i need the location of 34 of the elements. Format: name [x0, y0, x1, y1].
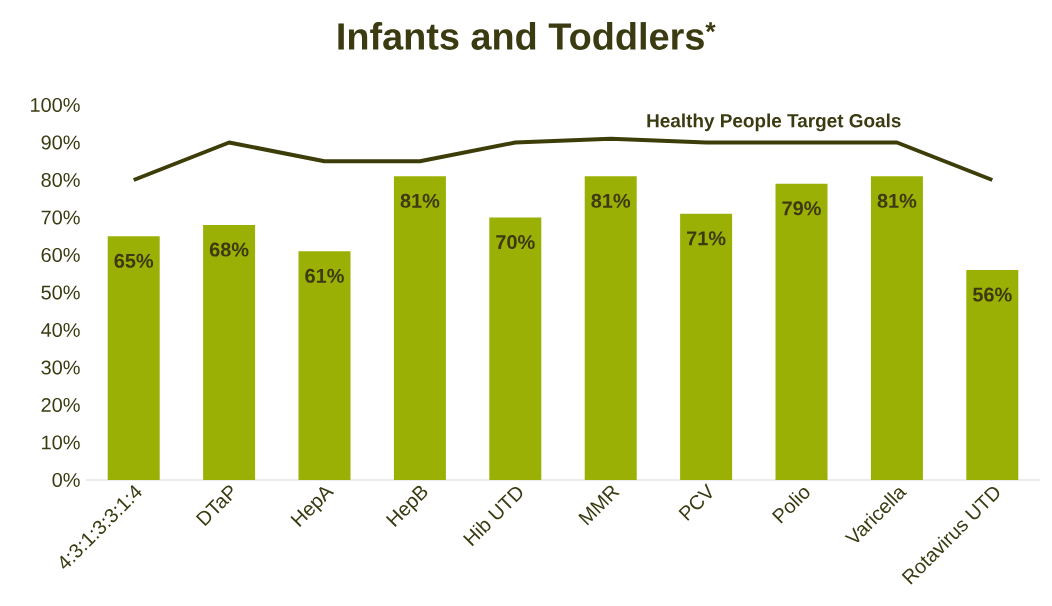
data-label: 61%	[305, 268, 344, 283]
data-label: 68%	[209, 242, 249, 257]
data-label: 65%	[114, 253, 154, 268]
data-label: 79%	[782, 201, 821, 216]
bar	[775, 183, 828, 480]
bar	[680, 213, 733, 480]
x-tick-label: Hib UTD	[462, 486, 523, 547]
bar	[393, 176, 446, 480]
y-tick-label: 60%	[41, 247, 80, 263]
y-tick-label: 30%	[41, 360, 80, 375]
data-label: 70%	[496, 235, 535, 250]
data-label: 81%	[400, 193, 440, 208]
series-label: Healthy People Target Goals	[647, 113, 901, 132]
data-label: 81%	[591, 193, 631, 208]
bar	[584, 176, 637, 480]
y-tick-label: 20%	[41, 397, 80, 413]
y-tick-label: 70%	[41, 210, 80, 225]
y-tick-label: 0%	[52, 472, 80, 488]
bar	[489, 217, 542, 480]
bar	[203, 225, 256, 480]
y-tick-label: 40%	[41, 322, 80, 338]
bar	[966, 270, 1019, 480]
y-tick-label: 10%	[42, 435, 80, 450]
y-tick-label: 50%	[41, 285, 80, 300]
data-label: 81%	[877, 193, 917, 208]
data-label: 71%	[687, 231, 726, 246]
chart-title: Infants and Toddlers$^{*}$	[338, 22, 716, 50]
y-tick-label: 90%	[41, 135, 80, 150]
data-label: 56%	[972, 287, 1012, 302]
y-tick-label: 80%	[41, 172, 80, 188]
bar	[870, 176, 923, 480]
bar	[298, 251, 351, 480]
y-tick-label: 100%	[31, 97, 80, 113]
bar	[107, 236, 160, 480]
